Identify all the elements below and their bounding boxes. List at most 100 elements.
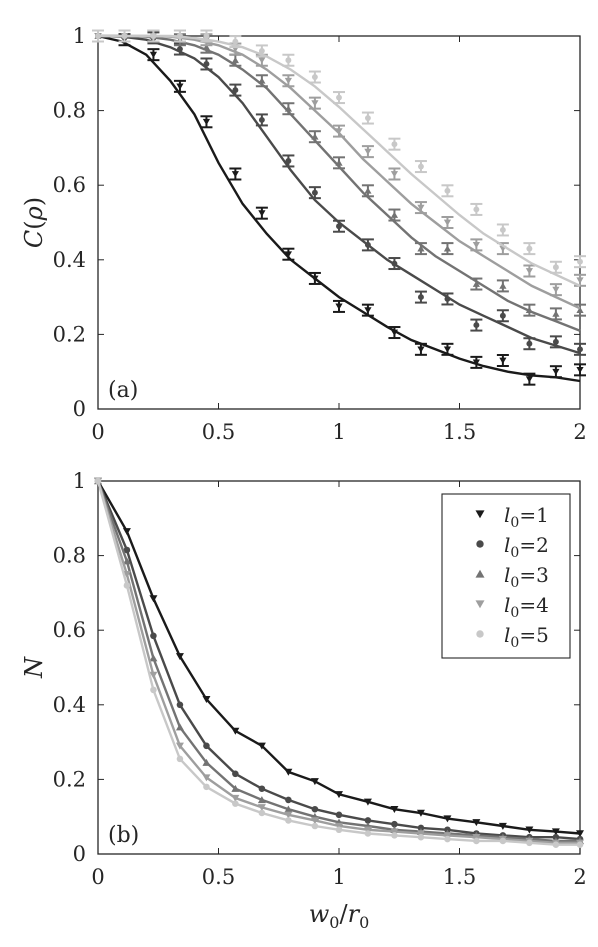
data-point: [335, 159, 343, 166]
data-point: [311, 189, 318, 196]
data-point: [499, 837, 507, 845]
data-point: [391, 832, 398, 839]
data-point: [526, 245, 533, 252]
data-point: [499, 312, 506, 319]
data-point: [258, 57, 266, 64]
data-point: [552, 368, 560, 376]
legend-entry: l0=4: [504, 593, 549, 621]
data-point: [122, 571, 131, 579]
data-point: [552, 310, 560, 317]
data-point: [203, 33, 210, 39]
data-point: [176, 46, 183, 53]
y-tick-label: 0: [73, 397, 86, 421]
y-tick-label: 0.8: [53, 544, 86, 568]
data-point: [576, 841, 584, 848]
data-point: [123, 546, 131, 554]
data-point: [122, 528, 131, 536]
panel-label: (a): [108, 378, 138, 403]
data-point: [285, 57, 292, 64]
data-point: [311, 275, 319, 282]
data-point: [94, 477, 102, 485]
data-point: [472, 280, 480, 287]
x-tick-label: 2: [573, 865, 586, 889]
y-tick-label: 0.8: [53, 99, 86, 123]
data-point: [417, 245, 425, 252]
data-point: [472, 242, 480, 249]
data-point: [473, 206, 480, 213]
data-point: [498, 822, 507, 830]
data-point: [576, 277, 584, 284]
data-point: [499, 227, 506, 233]
y-tick-label: 1: [73, 469, 86, 493]
data-point: [526, 839, 533, 847]
x-tick-label: 0: [91, 420, 104, 444]
data-point: [335, 826, 343, 834]
data-point: [364, 241, 371, 248]
x-tick-label: 2: [573, 420, 586, 444]
data-point: [258, 116, 265, 123]
data-point: [444, 296, 451, 302]
data-point: [417, 346, 425, 353]
data-point: [552, 286, 560, 294]
data-point: [203, 742, 210, 750]
data-point: [284, 768, 293, 776]
data-point: [149, 671, 158, 679]
series-l0=2: [92, 29, 586, 356]
data-point: [150, 686, 157, 694]
data-point: [391, 260, 398, 267]
data-point: [232, 770, 239, 778]
data-point: [577, 346, 583, 353]
data-point: [175, 723, 184, 731]
data-point: [472, 834, 481, 842]
data-point: [232, 87, 239, 94]
data-point: [364, 115, 371, 122]
data-point: [472, 359, 480, 366]
data-point: [258, 210, 266, 217]
y-axis-label: C(ρ): [20, 197, 48, 248]
data-point: [284, 811, 293, 819]
data-point: [202, 758, 211, 766]
data-point: [576, 366, 584, 374]
x-tick-label: 0.5: [202, 865, 235, 889]
data-point: [231, 727, 240, 735]
data-point: [258, 785, 266, 793]
data-point: [551, 828, 560, 836]
data-point: [257, 742, 266, 750]
data-point: [336, 223, 342, 230]
data-point: [95, 33, 101, 39]
data-point: [231, 794, 240, 802]
data-point: [390, 806, 399, 814]
y-tick-label: 0.2: [53, 767, 86, 791]
series-l0=1: [92, 29, 586, 386]
data-point: [416, 830, 425, 838]
data-point: [175, 742, 184, 750]
data-point: [390, 329, 399, 336]
y-tick-label: 0.6: [53, 618, 86, 642]
data-point: [499, 357, 507, 364]
data-point: [232, 800, 239, 807]
data-point: [149, 654, 158, 662]
data-point: [121, 33, 128, 39]
data-point: [499, 282, 507, 289]
data-point: [176, 83, 184, 90]
data-point: [577, 258, 583, 265]
data-point: [310, 817, 319, 825]
data-point: [285, 817, 292, 824]
y-axis-label: N: [20, 656, 48, 679]
data-point: [123, 582, 131, 589]
data-point: [552, 264, 559, 271]
data-point: [257, 796, 266, 804]
data-point: [416, 809, 425, 817]
data-point: [257, 804, 266, 812]
data-point: [335, 822, 343, 830]
data-point: [364, 830, 372, 837]
data-point: [525, 826, 534, 834]
data-point: [203, 61, 210, 67]
x-axis-label: w0/r0: [309, 900, 370, 932]
data-point: [231, 171, 239, 178]
data-point: [390, 211, 399, 218]
series-l0=5: [92, 29, 586, 287]
data-point: [150, 33, 157, 39]
data-point: [390, 828, 399, 836]
